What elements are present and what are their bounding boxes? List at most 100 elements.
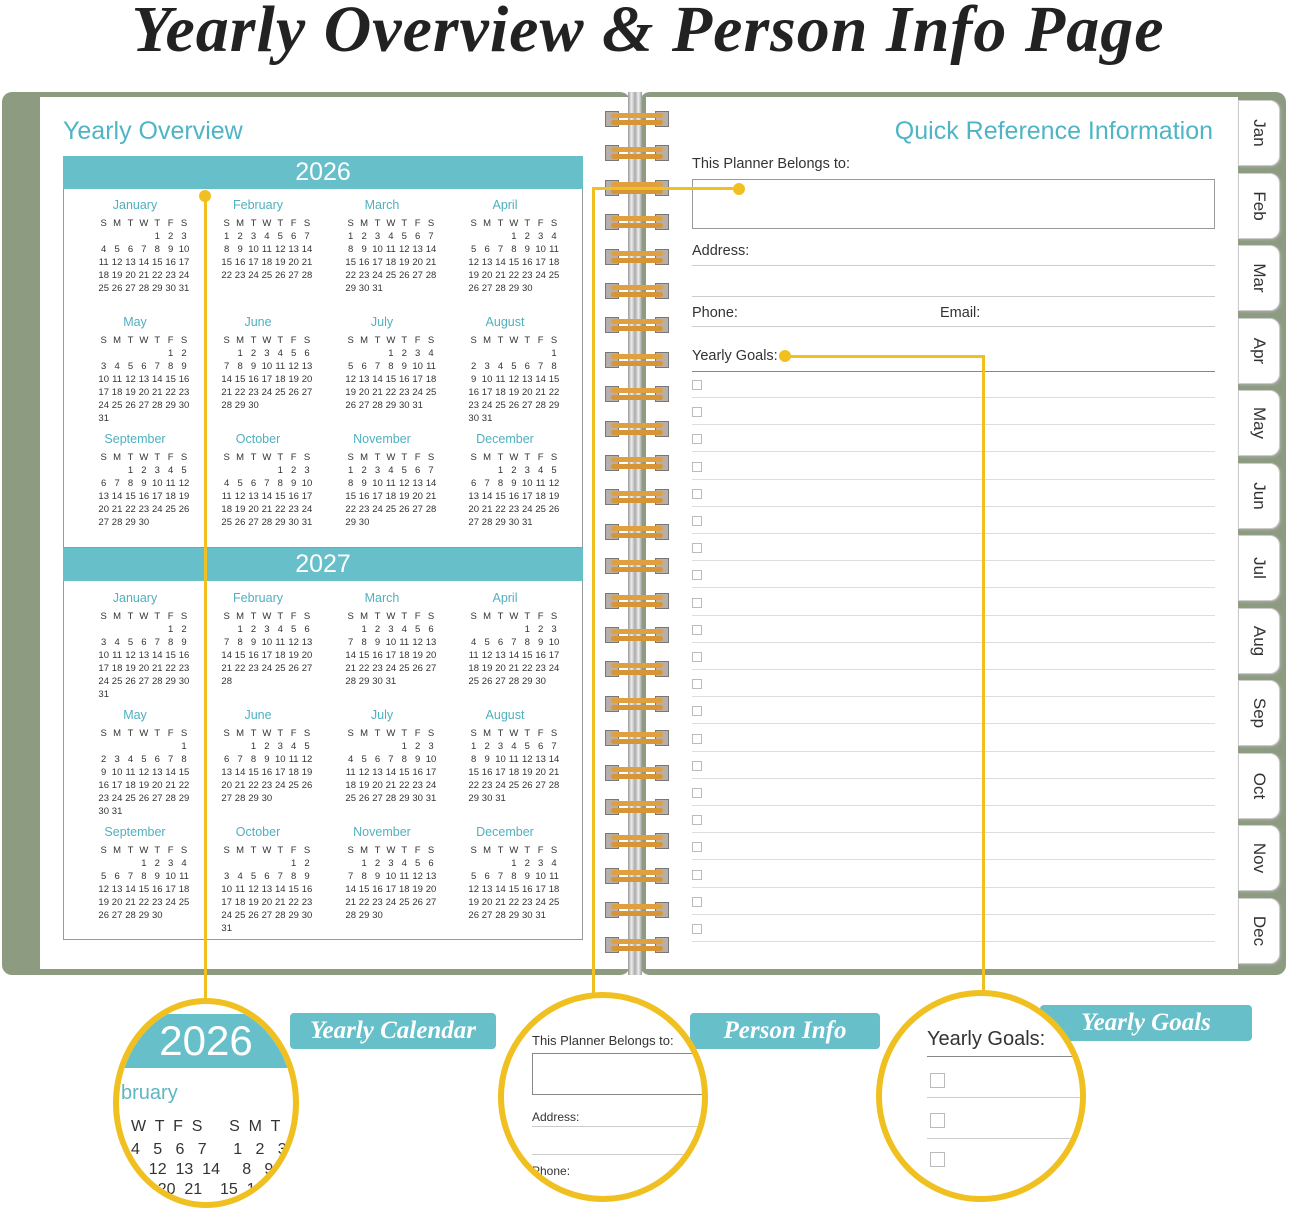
- day-cell[interactable]: 9: [524, 870, 530, 882]
- day-cell[interactable]: 24: [221, 909, 232, 921]
- day-cell[interactable]: 15: [495, 490, 506, 502]
- tab-jan[interactable]: Jan: [1238, 100, 1280, 166]
- day-cell[interactable]: 22: [358, 662, 370, 674]
- day-cell[interactable]: 24: [98, 675, 109, 687]
- day-cell[interactable]: 3: [101, 360, 107, 372]
- day-cell[interactable]: 2: [361, 230, 367, 242]
- day-cell[interactable]: 16: [151, 883, 163, 895]
- day-cell[interactable]: 30: [508, 516, 520, 528]
- day-cell[interactable]: 29: [345, 516, 356, 528]
- day-cell[interactable]: 19: [398, 256, 410, 268]
- day-cell[interactable]: 8: [237, 360, 243, 372]
- day-cell[interactable]: 21: [385, 779, 397, 791]
- day-cell[interactable]: 3: [168, 857, 174, 869]
- day-cell[interactable]: 20: [495, 662, 506, 674]
- day-cell[interactable]: 29: [274, 516, 286, 528]
- day-cell[interactable]: 11: [468, 649, 479, 661]
- day-cell[interactable]: 8: [361, 870, 367, 882]
- day-cell[interactable]: 18: [398, 649, 410, 661]
- day-cell[interactable]: 13: [288, 243, 299, 255]
- day-cell[interactable]: 28: [274, 909, 286, 921]
- day-cell[interactable]: 11: [385, 477, 396, 489]
- day-cell[interactable]: 7: [497, 243, 504, 255]
- day-cell[interactable]: 27: [98, 516, 109, 528]
- day-cell[interactable]: 26: [125, 399, 136, 411]
- day-cell[interactable]: 15: [508, 256, 520, 268]
- day-cell[interactable]: 17: [151, 490, 163, 502]
- day-cell[interactable]: 28: [385, 792, 397, 804]
- day-cell[interactable]: 16: [234, 256, 246, 268]
- day-cell[interactable]: 28: [111, 516, 123, 528]
- day-cell[interactable]: 27: [221, 792, 232, 804]
- day-cell[interactable]: 14: [221, 649, 232, 661]
- goal-line[interactable]: [692, 560, 1215, 562]
- day-cell[interactable]: 30: [248, 399, 259, 411]
- day-cell[interactable]: 26: [125, 675, 136, 687]
- day-cell[interactable]: 21: [495, 269, 506, 281]
- day-cell[interactable]: 7: [264, 477, 270, 489]
- day-cell[interactable]: 26: [301, 779, 313, 791]
- day-cell[interactable]: 13: [301, 636, 313, 648]
- day-cell[interactable]: 13: [372, 766, 383, 778]
- day-cell[interactable]: 20: [412, 490, 423, 502]
- day-cell[interactable]: 21: [425, 256, 437, 268]
- day-cell[interactable]: 2: [250, 623, 257, 635]
- day-cell[interactable]: 12: [138, 766, 150, 778]
- day-cell[interactable]: 29: [385, 399, 397, 411]
- day-cell[interactable]: 8: [511, 870, 517, 882]
- day-cell[interactable]: 19: [125, 662, 136, 674]
- day-cell[interactable]: 2: [484, 740, 490, 752]
- day-cell[interactable]: 24: [372, 269, 383, 281]
- day-cell[interactable]: 31: [495, 792, 506, 804]
- day-cell[interactable]: 28: [425, 269, 437, 281]
- day-cell[interactable]: 14: [221, 373, 232, 385]
- day-cell[interactable]: 2: [237, 230, 243, 242]
- day-cell[interactable]: 25: [274, 386, 286, 398]
- day-cell[interactable]: 27: [125, 282, 136, 294]
- day-cell[interactable]: 27: [261, 909, 273, 921]
- day-cell[interactable]: 6: [304, 347, 310, 359]
- day-cell[interactable]: 16: [288, 490, 299, 502]
- day-cell[interactable]: 21: [221, 386, 232, 398]
- day-cell[interactable]: 27: [372, 792, 383, 804]
- day-cell[interactable]: 20: [481, 896, 493, 908]
- day-cell[interactable]: 25: [178, 896, 190, 908]
- day-cell[interactable]: 22: [345, 269, 356, 281]
- day-cell[interactable]: 23: [288, 503, 299, 515]
- day-cell[interactable]: 2: [264, 740, 270, 752]
- day-cell[interactable]: 23: [521, 896, 533, 908]
- day-cell[interactable]: 6: [428, 623, 434, 635]
- day-cell[interactable]: 22: [508, 896, 520, 908]
- day-cell[interactable]: 14: [385, 766, 397, 778]
- day-cell[interactable]: 23: [248, 662, 259, 674]
- day-cell[interactable]: 8: [511, 243, 517, 255]
- day-cell[interactable]: 10: [535, 870, 546, 882]
- day-cell[interactable]: 17: [535, 256, 546, 268]
- day-cell[interactable]: 22: [221, 269, 232, 281]
- day-cell[interactable]: 5: [415, 623, 421, 635]
- day-cell[interactable]: 22: [508, 269, 520, 281]
- day-cell[interactable]: 7: [168, 753, 174, 765]
- day-cell[interactable]: 14: [481, 490, 493, 502]
- day-cell[interactable]: 3: [551, 623, 557, 635]
- day-cell[interactable]: 30: [98, 805, 109, 817]
- day-cell[interactable]: 11: [98, 256, 109, 268]
- day-cell[interactable]: 30: [481, 792, 493, 804]
- day-cell[interactable]: 9: [401, 360, 407, 372]
- day-cell[interactable]: 31: [425, 792, 437, 804]
- day-cell[interactable]: 5: [114, 243, 120, 255]
- day-cell[interactable]: 15: [178, 766, 190, 778]
- day-cell[interactable]: 11: [112, 373, 123, 385]
- day-cell[interactable]: 9: [471, 373, 477, 385]
- day-cell[interactable]: 17: [385, 649, 397, 661]
- day-cell[interactable]: 24: [178, 269, 190, 281]
- day-cell[interactable]: 22: [165, 662, 176, 674]
- day-cell[interactable]: 24: [301, 503, 313, 515]
- goal-line[interactable]: [692, 641, 1215, 643]
- day-cell[interactable]: 13: [138, 649, 150, 661]
- goal-line[interactable]: [692, 478, 1215, 480]
- day-cell[interactable]: 28: [165, 792, 176, 804]
- day-cell[interactable]: 25: [98, 282, 109, 294]
- day-cell[interactable]: 30: [288, 516, 299, 528]
- day-cell[interactable]: 2: [291, 464, 297, 476]
